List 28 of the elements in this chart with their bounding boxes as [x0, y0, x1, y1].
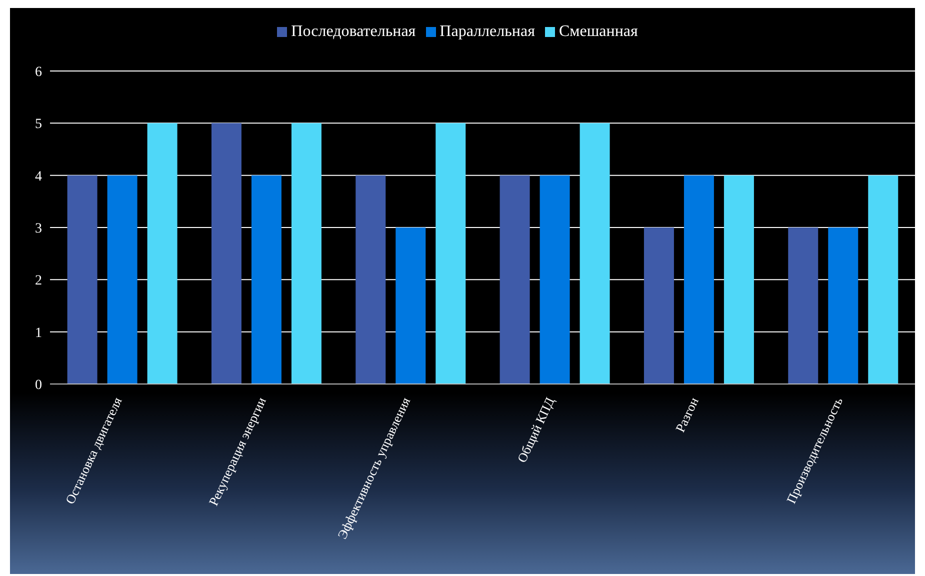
- bar: [788, 228, 818, 384]
- bar: [147, 123, 178, 384]
- bar: [500, 175, 530, 384]
- bar: [251, 175, 282, 384]
- bar: [211, 123, 242, 384]
- bar: [356, 175, 386, 384]
- bar: [644, 228, 674, 384]
- bar: [107, 175, 138, 384]
- legend-label: Параллельная: [440, 23, 535, 40]
- bar: [724, 175, 754, 384]
- bar: [436, 123, 466, 384]
- y-tick-label: 6: [35, 64, 42, 80]
- y-tick-label: 0: [35, 378, 42, 393]
- bar: [396, 228, 426, 384]
- y-tick-label: 4: [35, 169, 42, 184]
- bar: [580, 123, 610, 384]
- bar: [868, 175, 898, 384]
- bar: [540, 175, 570, 384]
- y-tick-label: 3: [35, 221, 42, 236]
- legend-label: Последовательная: [291, 23, 416, 40]
- y-tick-label: 2: [35, 274, 42, 289]
- y-tick-label: 5: [35, 117, 42, 132]
- bar: [684, 175, 714, 384]
- bar: [291, 123, 322, 384]
- legend-label: Смешанная: [558, 23, 638, 40]
- y-tick-label: 1: [35, 326, 42, 341]
- bar: [67, 175, 98, 384]
- bar: [828, 228, 858, 384]
